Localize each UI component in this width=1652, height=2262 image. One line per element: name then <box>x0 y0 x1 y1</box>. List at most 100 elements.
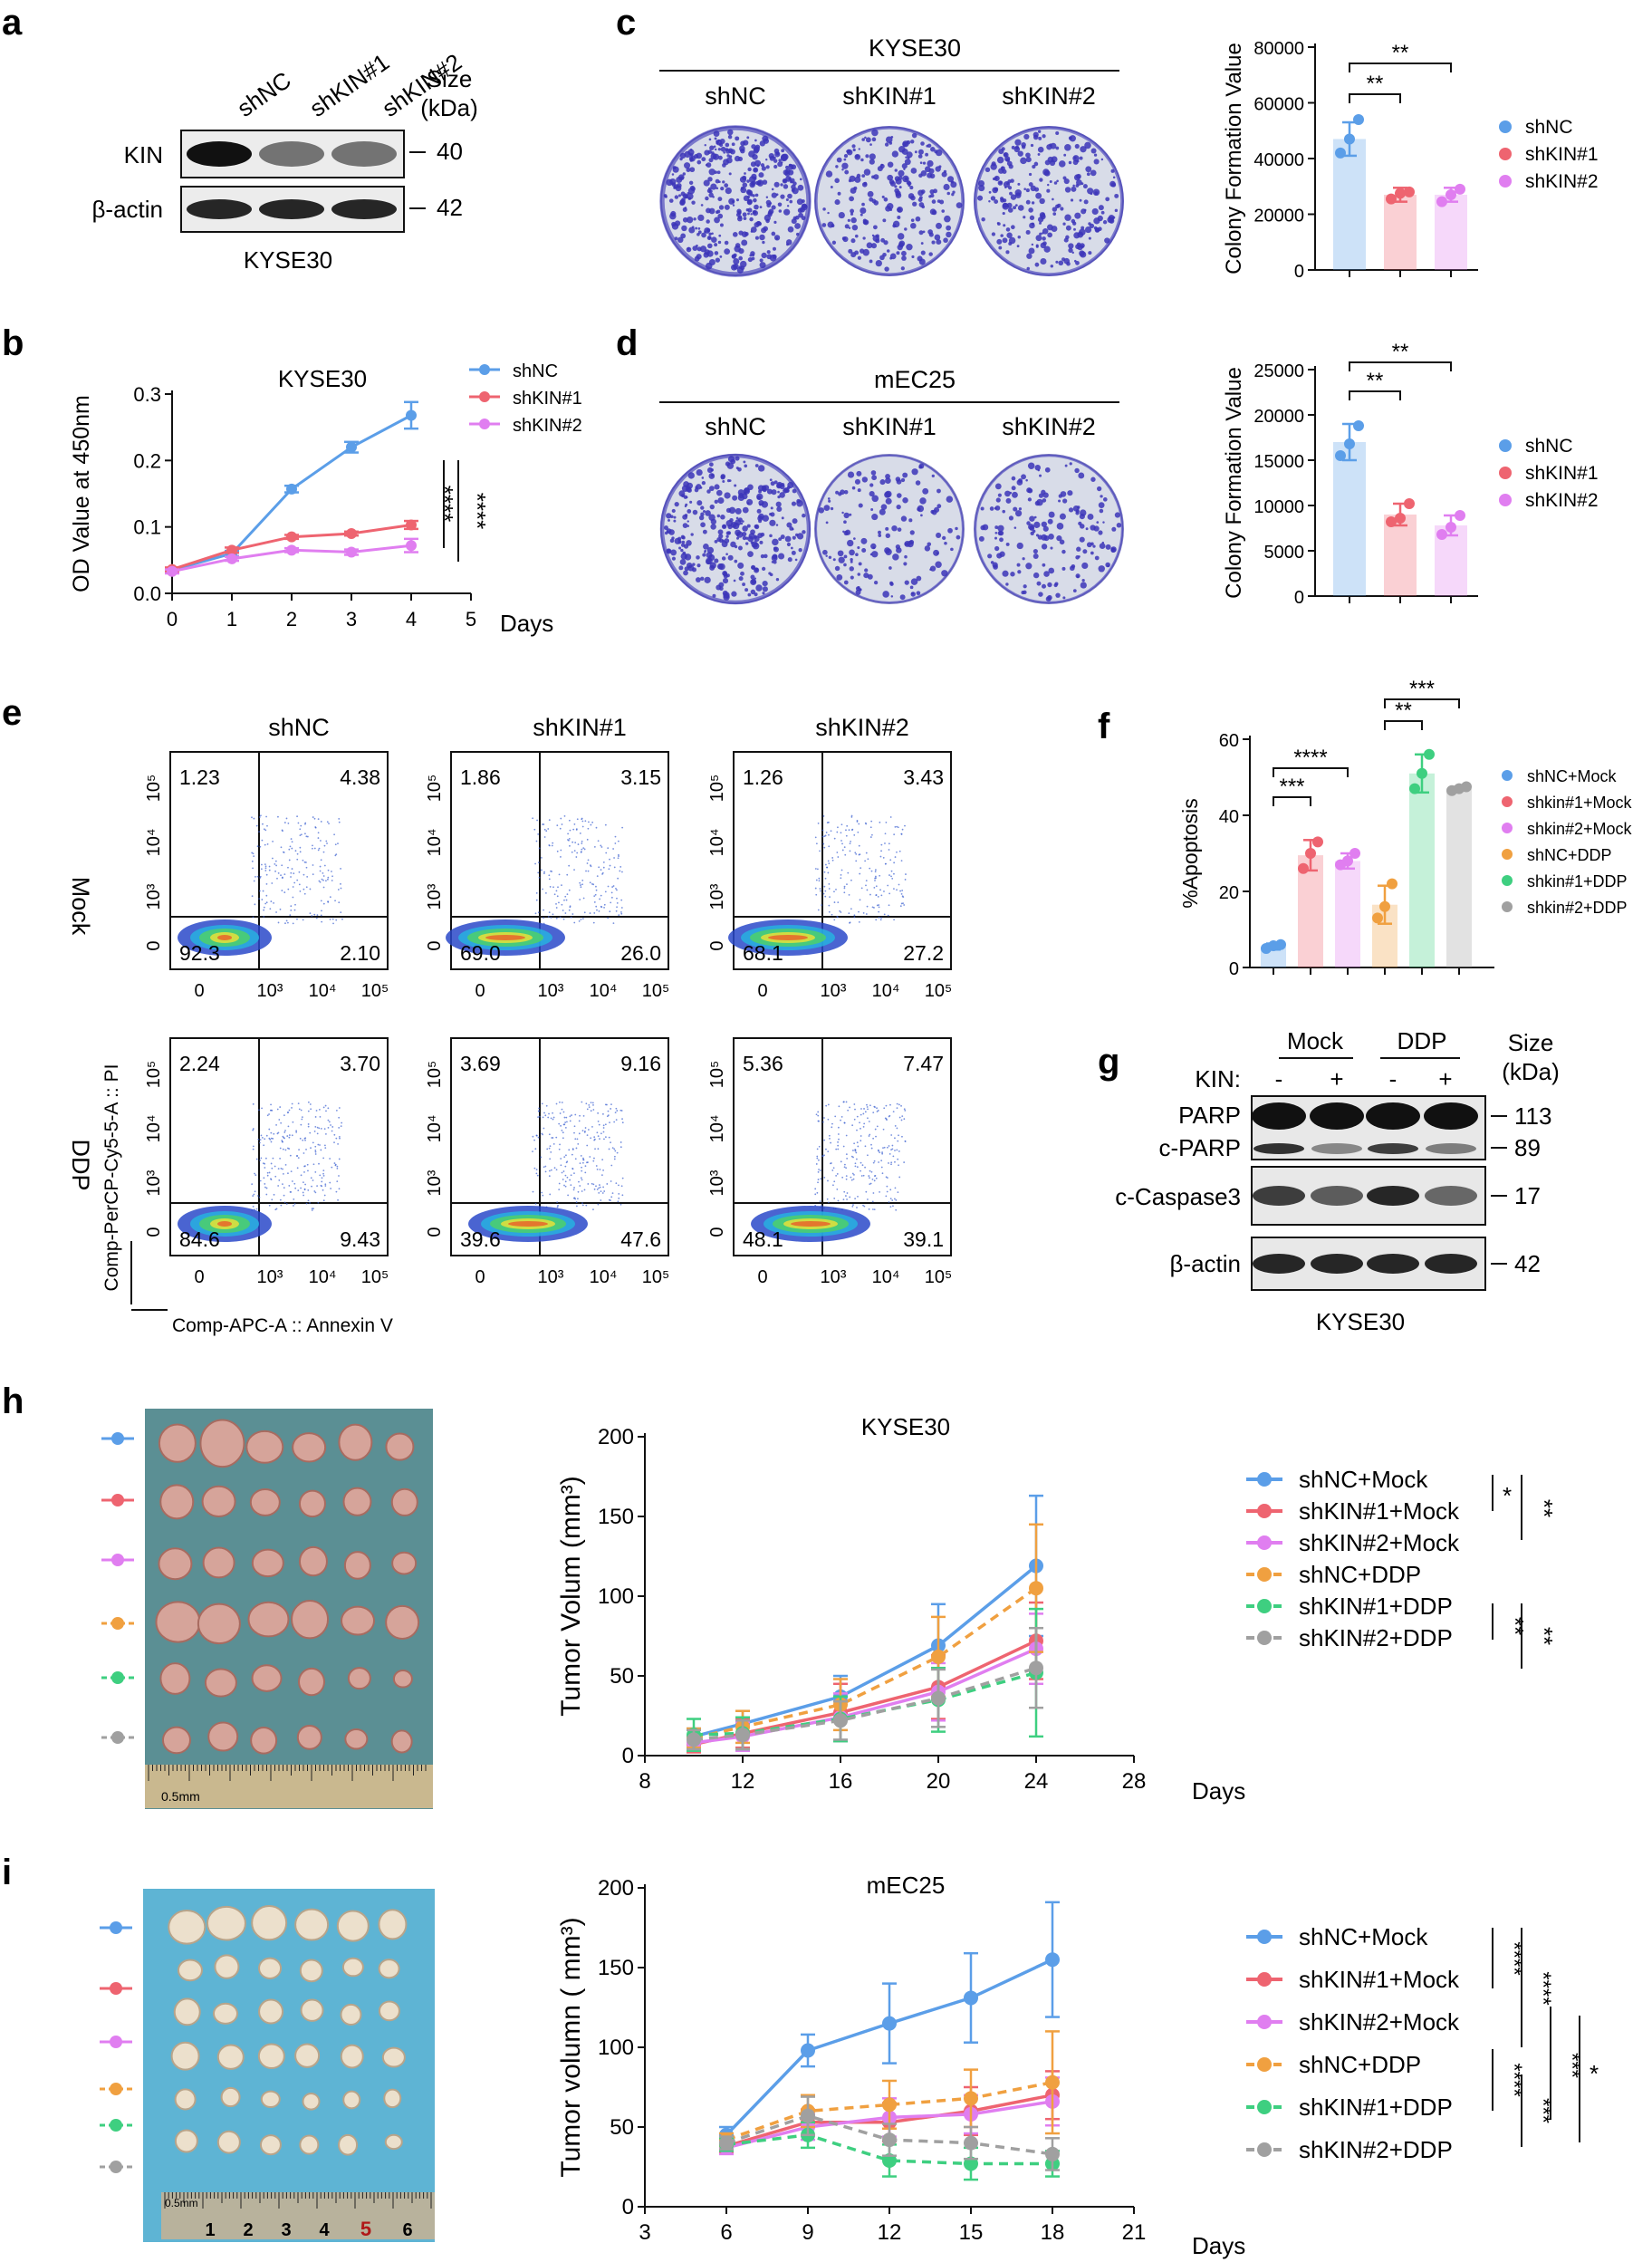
colony-dot <box>731 142 735 147</box>
legend-label: shKIN#1+DDP <box>1299 2094 1453 2121</box>
event-dot <box>264 863 266 866</box>
event-dot <box>532 1150 533 1153</box>
colony-dot <box>771 554 778 562</box>
event-dot <box>823 1176 826 1179</box>
colony-dot <box>1068 507 1074 513</box>
colony-dot <box>879 479 886 486</box>
colony-dot <box>696 152 703 159</box>
colony-dot <box>1055 260 1059 264</box>
event-dot <box>901 828 904 831</box>
legend-marker <box>1257 1930 1272 1944</box>
event-dot <box>548 819 551 822</box>
quadrant-q2: 3.15 <box>620 765 661 789</box>
event-dot <box>891 1199 894 1201</box>
event-dot <box>543 823 545 825</box>
x-tick-label: 9 <box>802 2220 813 2245</box>
data-point <box>1386 516 1397 527</box>
event-dot <box>853 1142 856 1145</box>
colony-dot <box>1016 542 1023 550</box>
event-dot <box>890 875 892 878</box>
colony-dot <box>789 199 793 204</box>
colony-dot <box>1042 498 1047 503</box>
event-dot <box>537 911 540 914</box>
event-dot <box>822 815 825 817</box>
event-dot <box>595 826 598 829</box>
event-dot <box>620 1146 622 1149</box>
x-tick-label: 2 <box>286 608 297 630</box>
event-dot <box>314 1125 317 1128</box>
event-dot <box>854 1162 857 1165</box>
colony-dot <box>1042 168 1050 176</box>
sig-bracket <box>1273 767 1349 777</box>
colony-dot <box>878 530 881 534</box>
blot-band <box>1367 1186 1419 1206</box>
event-dot <box>263 1144 265 1147</box>
colony-dot <box>946 191 951 196</box>
colony-dot <box>910 195 916 201</box>
event-dot <box>571 1153 573 1156</box>
event-dot <box>341 918 343 920</box>
colony-dot <box>862 236 866 240</box>
colony-dot <box>920 141 925 146</box>
event-dot <box>837 826 839 829</box>
colony-dot <box>1090 169 1097 177</box>
colony-dot <box>731 200 735 204</box>
colony-dot <box>1087 514 1094 520</box>
event-dot <box>312 844 313 847</box>
flow-col-label-2: shKIN#1 <box>533 714 627 741</box>
event-dot <box>581 1101 583 1103</box>
data-point <box>833 1713 848 1728</box>
event-dot <box>849 850 851 852</box>
kin-state-3: - <box>1389 1065 1397 1092</box>
colony-dot <box>765 158 768 161</box>
colony-dot <box>912 201 917 207</box>
colony-dot <box>991 232 996 236</box>
event-dot <box>573 850 576 852</box>
tumor <box>385 1604 420 1640</box>
event-dot <box>552 1118 554 1121</box>
colony-dot <box>944 541 947 545</box>
event-dot <box>326 842 328 844</box>
data-point <box>931 1649 946 1664</box>
event-dot <box>814 1193 817 1196</box>
event-dot <box>305 1202 308 1205</box>
event-dot <box>581 820 584 823</box>
colony-dot <box>1010 572 1015 577</box>
event-dot <box>555 1102 558 1105</box>
event-dot <box>850 816 853 818</box>
event-dot <box>282 1168 283 1170</box>
colony-dot <box>843 580 849 585</box>
colony-dot <box>1029 515 1035 522</box>
data-point <box>167 565 178 577</box>
colony-dot <box>830 506 834 511</box>
colony-dot <box>778 537 783 542</box>
panel-e-letter: e <box>2 693 22 733</box>
event-dot <box>548 1170 551 1172</box>
event-dot <box>821 829 824 832</box>
colony-dot <box>666 178 673 187</box>
colony-dot <box>727 134 733 140</box>
event-dot <box>543 909 545 911</box>
colony-dot <box>1013 526 1017 529</box>
event-dot <box>822 892 825 895</box>
event-dot <box>283 891 286 893</box>
y-axis-label: Colony Formation Value <box>1222 43 1246 274</box>
quadrant-q1: 5.36 <box>743 1052 783 1075</box>
event-dot <box>543 871 545 873</box>
quadrant-q2: 3.43 <box>903 765 944 789</box>
colony-dot <box>861 138 865 141</box>
colony-dot <box>1036 581 1042 586</box>
flow-x-tick: 0 <box>194 981 204 1001</box>
event-dot <box>285 817 288 820</box>
legend-label: shKIN#2+Mock <box>1299 2008 1460 2036</box>
event-dot <box>589 1156 591 1158</box>
tumor <box>336 1910 370 1942</box>
tumor <box>207 1721 239 1752</box>
blot-band <box>259 199 324 219</box>
colony-dot <box>1090 476 1096 482</box>
blot-band <box>1425 1186 1477 1206</box>
colony-dot <box>750 213 753 216</box>
colony-dot <box>870 243 878 249</box>
event-dot <box>848 912 850 915</box>
colony-dot <box>746 179 750 183</box>
